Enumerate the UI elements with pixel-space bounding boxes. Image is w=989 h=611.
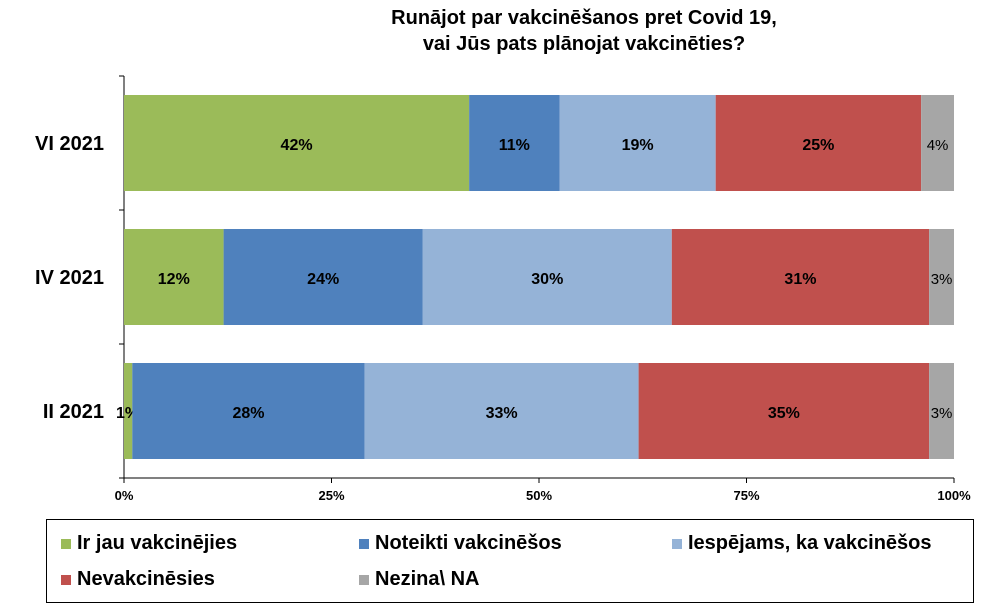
legend-label: Nezina\ NA [375, 568, 480, 590]
data-label: 42% [281, 137, 313, 154]
data-label: 11% [499, 137, 530, 154]
x-tick-label: 100% [937, 488, 971, 503]
legend-label: Ir jau vakcinējies [77, 532, 238, 554]
data-label: 30% [531, 271, 563, 288]
bar-segment [132, 363, 365, 459]
data-label: 35% [768, 405, 800, 422]
x-tick-label: 75% [733, 488, 759, 503]
chart-title-line: vai Jūs pats plānojat vakcinēties? [423, 33, 745, 55]
legend-label: Nevakcinēsies [77, 568, 215, 590]
data-label: 24% [307, 271, 339, 288]
data-label: 31% [784, 271, 816, 288]
legend-item: Nezina\ NA [359, 568, 479, 591]
data-label: 4% [927, 137, 949, 154]
x-tick-label: 25% [318, 488, 344, 503]
legend-swatch [61, 574, 71, 585]
category-label: IV 2021 [35, 267, 104, 289]
data-label: 33% [486, 405, 518, 422]
data-label: 12% [158, 271, 190, 288]
data-label: 3% [931, 271, 953, 288]
legend-label: Iespējams, ka vakcinēšos [688, 532, 932, 554]
bar-segment [422, 229, 672, 325]
bar-segment [364, 363, 639, 459]
bar-segment [124, 363, 133, 459]
legend: Ir jau vakcinējies Noteikti vakcinēšos Ies… [46, 519, 974, 603]
legend-swatch [359, 574, 369, 585]
legend-swatch [61, 538, 71, 549]
bar-segment [638, 363, 930, 459]
legend-swatch [359, 538, 369, 549]
bar-segment [921, 95, 954, 191]
chart-title-line: Runājot par vakcinēšanos pret Covid 19, [391, 7, 777, 29]
bar-segment [223, 229, 423, 325]
data-label: 19% [622, 137, 654, 154]
bar-segment [929, 363, 954, 459]
bar-segment [469, 95, 560, 191]
legend-item: Iespējams, ka vakcinēšos [672, 532, 932, 555]
category-label: VI 2021 [35, 133, 104, 155]
bar-segment [559, 95, 716, 191]
bar-segment [124, 95, 470, 191]
data-label: 25% [802, 137, 834, 154]
legend-item: Nevakcinēsies [61, 568, 215, 591]
legend-label: Noteikti vakcinēšos [375, 532, 562, 554]
x-tick-label: 0% [115, 488, 134, 503]
data-label: 3% [931, 405, 953, 422]
legend-swatch [672, 538, 682, 549]
category-label: II 2021 [43, 401, 104, 423]
bar-segment [715, 95, 922, 191]
data-label: 28% [232, 405, 264, 422]
x-tick-label: 50% [526, 488, 552, 503]
bar-segment [124, 229, 224, 325]
legend-item: Ir jau vakcinējies [61, 532, 237, 555]
bar-segment [929, 229, 954, 325]
bar-segment [671, 229, 930, 325]
legend-item: Noteikti vakcinēšos [359, 532, 562, 555]
